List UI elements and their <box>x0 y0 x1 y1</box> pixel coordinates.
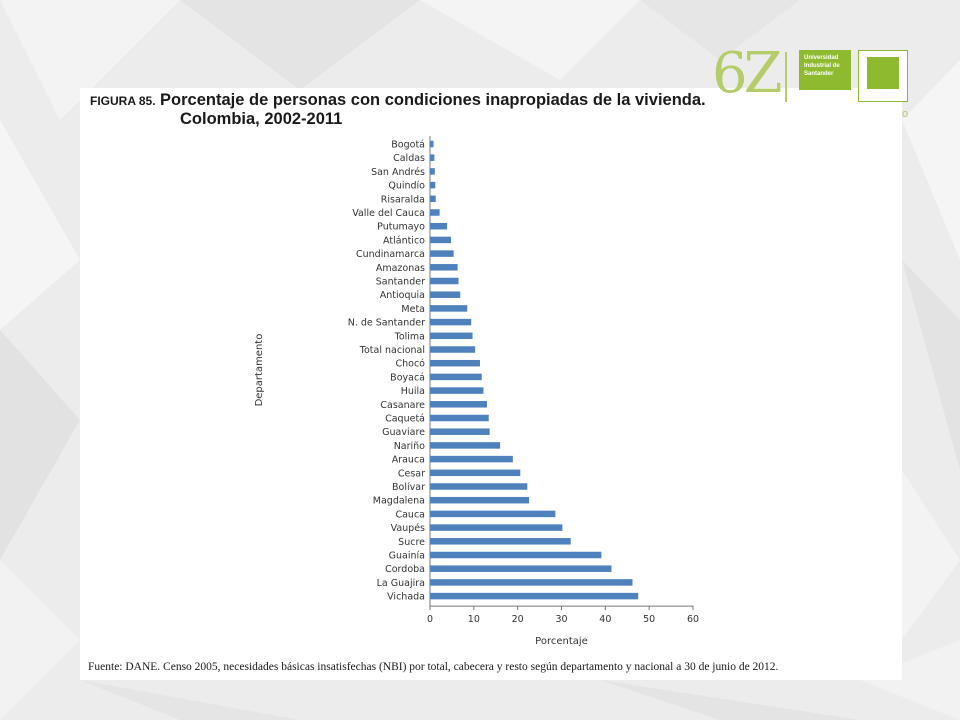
category-label: Bolívar <box>392 482 425 493</box>
bar <box>430 401 487 408</box>
bar <box>430 469 521 477</box>
x-tick-label: 50 <box>643 614 655 625</box>
bar <box>430 428 490 435</box>
university-name-box: Universidad Industrial de Santander <box>799 50 851 90</box>
bar <box>430 209 440 216</box>
logo-divider <box>785 52 787 102</box>
bar <box>430 264 458 271</box>
bar <box>430 538 571 545</box>
category-label: Tolima <box>394 331 425 342</box>
bar <box>430 442 501 449</box>
bar <box>430 346 476 353</box>
bar <box>430 168 435 175</box>
category-label: Casanare <box>380 400 425 411</box>
bar <box>430 195 436 203</box>
y-axis-label: Departamento <box>254 334 265 407</box>
category-label: Sucre <box>398 537 425 548</box>
category-label: Guainía <box>389 551 425 562</box>
x-tick-label: 30 <box>555 614 567 625</box>
bar <box>430 496 530 504</box>
x-tick-label: 40 <box>599 614 611 625</box>
bar <box>430 455 513 463</box>
category-label: Magdalena <box>373 496 425 507</box>
category-label: Risaralda <box>381 194 425 205</box>
bar <box>430 551 602 559</box>
bar <box>430 140 434 148</box>
uis-emblem-icon <box>858 50 908 102</box>
bar <box>430 305 468 312</box>
bar <box>430 291 461 298</box>
category-label: N. de Santander <box>348 318 425 329</box>
category-label: Cordoba <box>385 564 425 575</box>
x-tick-label: 10 <box>468 614 480 625</box>
university-line-2: Industrial de <box>804 63 840 69</box>
figure-source: Fuente: DANE. Censo 2005, necesidades bá… <box>88 661 779 673</box>
bar <box>430 414 489 422</box>
x-tick-label: 0 <box>427 614 433 625</box>
bar <box>430 592 639 600</box>
category-label: Boyacá <box>390 372 425 383</box>
figure-title-line-2: Colombia, 2002-2011 <box>180 110 343 128</box>
bar <box>430 181 436 189</box>
category-label: Cesar <box>398 468 425 479</box>
bar <box>430 373 482 381</box>
university-line-3: Santander <box>804 71 834 77</box>
bar <box>430 318 472 326</box>
category-label: Caquetá <box>385 414 425 425</box>
university-logo: 6Z Universidad Industrial de Santander <box>712 44 912 124</box>
anniversary-number: 6Z <box>712 41 783 106</box>
category-label: Caldas <box>393 153 425 164</box>
category-label: Cauca <box>395 509 425 520</box>
category-label: Amazonas <box>376 263 425 274</box>
category-label: Meta <box>401 304 425 315</box>
category-label: Putumayo <box>377 222 425 233</box>
category-label: La Guajira <box>377 578 425 589</box>
bar <box>430 222 448 230</box>
category-label: Guaviare <box>382 427 425 438</box>
bar <box>430 359 480 367</box>
category-label: Vaupés <box>391 523 425 534</box>
bar-chart: Bogotá Caldas San Andrés Quindío Risaralda Va… <box>254 136 699 647</box>
category-label: San Andrés <box>371 167 425 178</box>
university-line-1: Universidad <box>804 55 839 61</box>
category-label: Chocó <box>395 359 425 370</box>
bar <box>430 236 452 244</box>
category-label: Nariño <box>394 441 425 452</box>
bar <box>430 277 459 285</box>
x-axis-label: Porcentaje <box>535 636 588 647</box>
category-label: Cundinamarca <box>356 249 425 260</box>
bar <box>430 250 454 257</box>
category-label: Quindío <box>388 181 425 192</box>
category-label: Bogotá <box>391 140 425 151</box>
bar <box>430 387 484 394</box>
category-label: Vichada <box>387 592 425 603</box>
x-tick-label: 60 <box>687 614 699 625</box>
category-label: Arauca <box>392 455 425 466</box>
bar <box>430 565 612 572</box>
category-label: Total nacional <box>359 345 425 356</box>
figure-title: FIGURA 85. Porcentaje de personas con co… <box>90 91 706 110</box>
bar <box>430 483 528 490</box>
bar <box>430 332 473 340</box>
bar <box>430 510 556 518</box>
category-label: Valle del Cauca <box>352 208 425 219</box>
x-tick-label: 20 <box>512 614 524 625</box>
figure-title-line-1: Porcentaje de personas con condiciones i… <box>160 91 706 109</box>
figure-label: FIGURA 85. <box>90 94 156 108</box>
bar <box>430 524 563 531</box>
category-label: Atlántico <box>383 235 425 246</box>
category-label: Santander <box>376 277 425 288</box>
bar <box>430 154 435 161</box>
category-label: Antioquia <box>380 290 425 301</box>
category-label: Huila <box>401 386 425 397</box>
bar <box>430 579 633 586</box>
corner-text: o <box>902 108 909 120</box>
